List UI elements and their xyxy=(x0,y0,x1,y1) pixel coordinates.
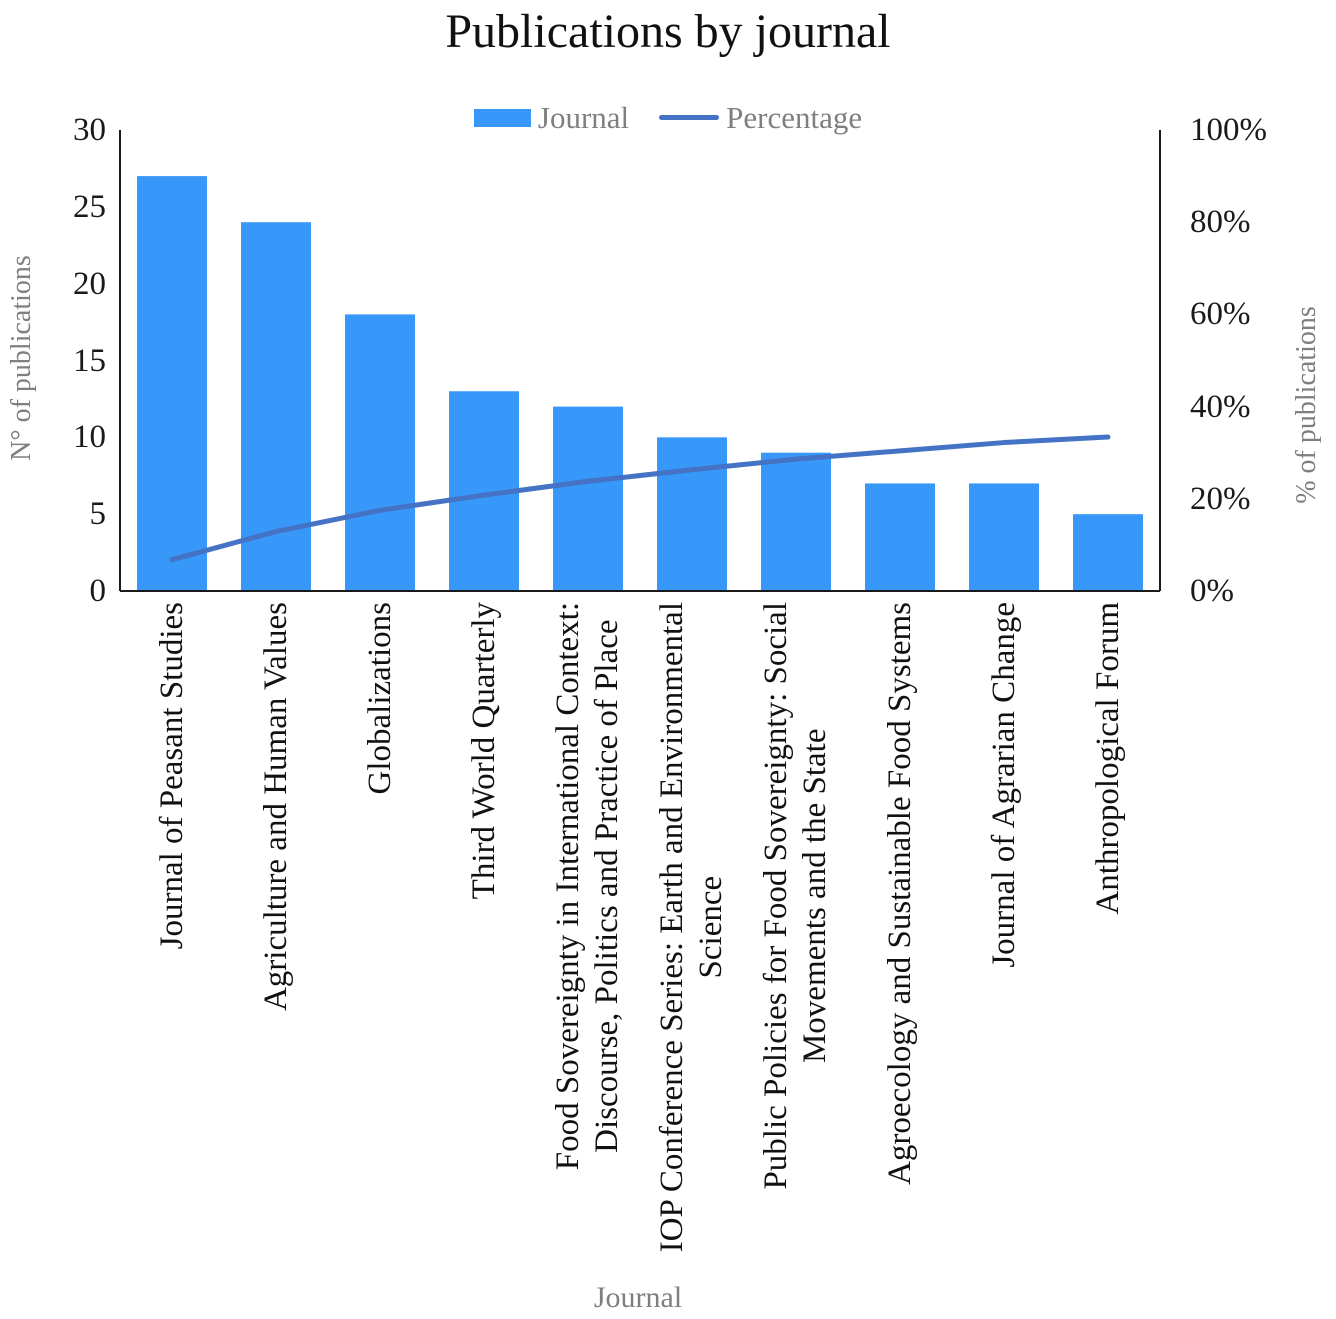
legend-item-percentage: Percentage xyxy=(659,102,862,133)
percentage-line xyxy=(169,434,1111,563)
category-label-7: Public Policies for Food Sovereignty: So… xyxy=(758,602,833,1190)
category-label-8: Agroecology and Sustainable Food Systems xyxy=(881,602,918,1185)
bar-6 xyxy=(657,437,727,591)
bar-7 xyxy=(761,452,831,591)
y-left-tick-15: 15 xyxy=(73,342,106,379)
y-right-tick-80pct: 80% xyxy=(1190,204,1251,241)
y-left-tick-0: 0 xyxy=(89,573,107,609)
legend-label-percentage: Percentage xyxy=(726,100,863,135)
category-label-10: Anthropological Forum xyxy=(1089,602,1126,915)
y-right-tick-100pct: 100% xyxy=(1190,112,1267,148)
legend-item-journal: Journal xyxy=(473,100,630,135)
bar-8 xyxy=(865,483,935,591)
category-label-6: IOP Conference Series: Earth and Environ… xyxy=(654,602,729,1253)
line-swatch-icon xyxy=(659,115,720,120)
category-label-9: Journal of Agrarian Change xyxy=(985,602,1022,968)
category-label-3: Globalizations xyxy=(361,602,398,795)
y-right-tick-0pct: 0% xyxy=(1190,573,1234,609)
bar-9 xyxy=(969,483,1039,591)
y-right-tick-60pct: 60% xyxy=(1190,296,1251,333)
y-left-tick-5: 5 xyxy=(89,496,107,533)
bar-3 xyxy=(345,314,415,591)
legend: Journal Percentage xyxy=(0,102,1336,133)
legend-label-journal: Journal xyxy=(537,100,630,135)
y-right-tick-20pct: 20% xyxy=(1190,480,1251,517)
y-left-tick-20: 20 xyxy=(73,265,106,302)
y-left-tick-10: 10 xyxy=(73,419,106,456)
category-label-5: Food Sovereignty in International Contex… xyxy=(550,602,625,1171)
right-axis-title: % of publications xyxy=(1291,306,1322,504)
category-label-2: Agriculture and Human Values xyxy=(257,602,294,1012)
category-label-4: Third World Quarterly xyxy=(465,602,502,900)
chart-title: Publications by journal xyxy=(445,5,891,58)
y-left-tick-30: 30 xyxy=(73,112,106,148)
bar-10 xyxy=(1073,514,1143,591)
y-left-tick-25: 25 xyxy=(73,188,106,225)
bar-5 xyxy=(553,406,623,591)
bar-swatch-icon xyxy=(473,108,531,127)
category-label-1: Journal of Peasant Studies xyxy=(153,602,190,950)
x-axis-title: Journal xyxy=(593,1281,683,1314)
bar-1 xyxy=(137,176,207,591)
y-right-tick-40pct: 40% xyxy=(1190,388,1251,425)
